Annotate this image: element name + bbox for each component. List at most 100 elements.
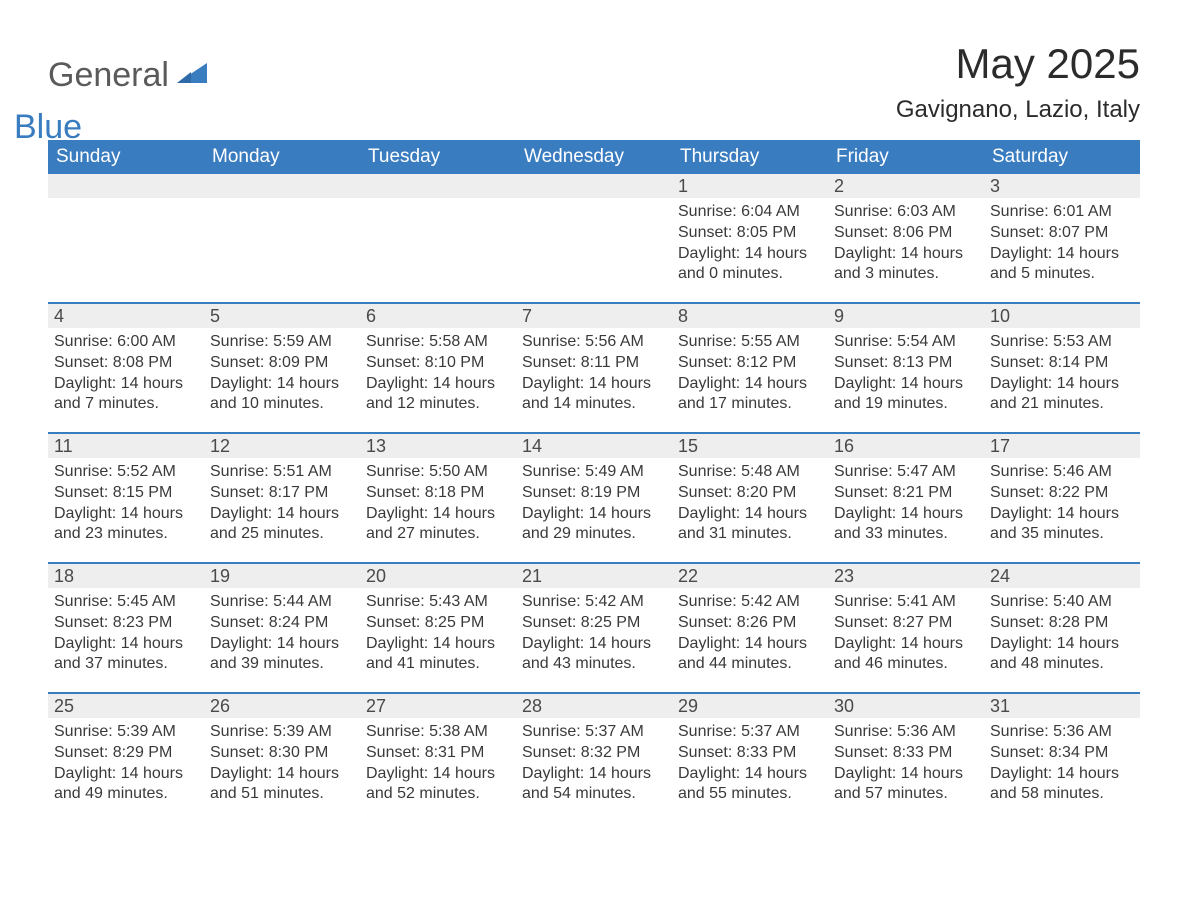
daylight-text-1: Daylight: 14 hours [210, 764, 354, 785]
day-cell: 11Sunrise: 5:52 AMSunset: 8:15 PMDayligh… [48, 434, 204, 562]
daylight-text-2: and 43 minutes. [522, 654, 666, 675]
day-body: Sunrise: 5:39 AMSunset: 8:29 PMDaylight:… [48, 718, 204, 805]
sunrise-text: Sunrise: 6:03 AM [834, 202, 978, 223]
day-number: 29 [672, 694, 828, 718]
day-body: Sunrise: 5:52 AMSunset: 8:15 PMDaylight:… [48, 458, 204, 545]
daylight-text-2: and 3 minutes. [834, 264, 978, 285]
sunrise-text: Sunrise: 5:37 AM [522, 722, 666, 743]
day-body: Sunrise: 6:01 AMSunset: 8:07 PMDaylight:… [984, 198, 1140, 285]
sunset-text: Sunset: 8:28 PM [990, 613, 1134, 634]
daylight-text-1: Daylight: 14 hours [834, 244, 978, 265]
day-body: Sunrise: 5:40 AMSunset: 8:28 PMDaylight:… [984, 588, 1140, 675]
daylight-text-2: and 23 minutes. [54, 524, 198, 545]
sunset-text: Sunset: 8:08 PM [54, 353, 198, 374]
day-body: Sunrise: 5:43 AMSunset: 8:25 PMDaylight:… [360, 588, 516, 675]
daylight-text-1: Daylight: 14 hours [366, 634, 510, 655]
title-block: May 2025 Gavignano, Lazio, Italy [896, 40, 1140, 124]
daylight-text-2: and 52 minutes. [366, 784, 510, 805]
day-cell: 1Sunrise: 6:04 AMSunset: 8:05 PMDaylight… [672, 174, 828, 302]
sunrise-text: Sunrise: 5:52 AM [54, 462, 198, 483]
empty-day-header [48, 174, 204, 198]
sunrise-text: Sunrise: 5:38 AM [366, 722, 510, 743]
daylight-text-1: Daylight: 14 hours [54, 504, 198, 525]
sunrise-text: Sunrise: 5:36 AM [990, 722, 1134, 743]
sunrise-text: Sunrise: 5:51 AM [210, 462, 354, 483]
daylight-text-1: Daylight: 14 hours [210, 504, 354, 525]
daylight-text-2: and 44 minutes. [678, 654, 822, 675]
day-cell: 25Sunrise: 5:39 AMSunset: 8:29 PMDayligh… [48, 694, 204, 822]
daylight-text-1: Daylight: 14 hours [834, 374, 978, 395]
day-cell: 7Sunrise: 5:56 AMSunset: 8:11 PMDaylight… [516, 304, 672, 432]
empty-day-header [516, 174, 672, 198]
day-cell: 31Sunrise: 5:36 AMSunset: 8:34 PMDayligh… [984, 694, 1140, 822]
sunrise-text: Sunrise: 5:45 AM [54, 592, 198, 613]
day-body: Sunrise: 5:59 AMSunset: 8:09 PMDaylight:… [204, 328, 360, 415]
day-number: 30 [828, 694, 984, 718]
day-cell: 6Sunrise: 5:58 AMSunset: 8:10 PMDaylight… [360, 304, 516, 432]
sunset-text: Sunset: 8:09 PM [210, 353, 354, 374]
day-number: 7 [516, 304, 672, 328]
sunset-text: Sunset: 8:10 PM [366, 353, 510, 374]
day-number: 6 [360, 304, 516, 328]
sunset-text: Sunset: 8:30 PM [210, 743, 354, 764]
day-cell: 13Sunrise: 5:50 AMSunset: 8:18 PMDayligh… [360, 434, 516, 562]
weekday-header: Tuesday [360, 140, 516, 174]
day-number: 21 [516, 564, 672, 588]
daylight-text-1: Daylight: 14 hours [678, 374, 822, 395]
daylight-text-2: and 33 minutes. [834, 524, 978, 545]
day-number: 27 [360, 694, 516, 718]
sunrise-text: Sunrise: 5:56 AM [522, 332, 666, 353]
sunset-text: Sunset: 8:24 PM [210, 613, 354, 634]
week-row: 25Sunrise: 5:39 AMSunset: 8:29 PMDayligh… [48, 692, 1140, 822]
daylight-text-1: Daylight: 14 hours [990, 374, 1134, 395]
day-cell [360, 174, 516, 302]
daylight-text-1: Daylight: 14 hours [990, 244, 1134, 265]
daylight-text-2: and 48 minutes. [990, 654, 1134, 675]
sunset-text: Sunset: 8:17 PM [210, 483, 354, 504]
day-cell: 18Sunrise: 5:45 AMSunset: 8:23 PMDayligh… [48, 564, 204, 692]
day-number: 15 [672, 434, 828, 458]
sunset-text: Sunset: 8:31 PM [366, 743, 510, 764]
daylight-text-1: Daylight: 14 hours [210, 374, 354, 395]
daylight-text-2: and 27 minutes. [366, 524, 510, 545]
sunrise-text: Sunrise: 5:43 AM [366, 592, 510, 613]
week-row: 18Sunrise: 5:45 AMSunset: 8:23 PMDayligh… [48, 562, 1140, 692]
sunset-text: Sunset: 8:23 PM [54, 613, 198, 634]
weekday-header: Friday [828, 140, 984, 174]
sunset-text: Sunset: 8:19 PM [522, 483, 666, 504]
sunrise-text: Sunrise: 5:59 AM [210, 332, 354, 353]
sunrise-text: Sunrise: 6:00 AM [54, 332, 198, 353]
sunrise-text: Sunrise: 5:58 AM [366, 332, 510, 353]
daylight-text-1: Daylight: 14 hours [990, 764, 1134, 785]
daylight-text-1: Daylight: 14 hours [522, 504, 666, 525]
weekday-header: Thursday [672, 140, 828, 174]
day-body: Sunrise: 5:54 AMSunset: 8:13 PMDaylight:… [828, 328, 984, 415]
calendar: SundayMondayTuesdayWednesdayThursdayFrid… [48, 140, 1140, 822]
sunset-text: Sunset: 8:15 PM [54, 483, 198, 504]
daylight-text-1: Daylight: 14 hours [990, 634, 1134, 655]
day-number: 28 [516, 694, 672, 718]
day-number: 26 [204, 694, 360, 718]
day-body: Sunrise: 6:03 AMSunset: 8:06 PMDaylight:… [828, 198, 984, 285]
day-number: 22 [672, 564, 828, 588]
weekday-header-row: SundayMondayTuesdayWednesdayThursdayFrid… [48, 140, 1140, 174]
daylight-text-1: Daylight: 14 hours [834, 764, 978, 785]
daylight-text-1: Daylight: 14 hours [834, 504, 978, 525]
daylight-text-2: and 39 minutes. [210, 654, 354, 675]
day-cell: 22Sunrise: 5:42 AMSunset: 8:26 PMDayligh… [672, 564, 828, 692]
daylight-text-2: and 12 minutes. [366, 394, 510, 415]
day-number: 12 [204, 434, 360, 458]
sunrise-text: Sunrise: 5:39 AM [54, 722, 198, 743]
daylight-text-2: and 55 minutes. [678, 784, 822, 805]
sunrise-text: Sunrise: 5:44 AM [210, 592, 354, 613]
daylight-text-1: Daylight: 14 hours [522, 764, 666, 785]
day-number: 16 [828, 434, 984, 458]
daylight-text-2: and 35 minutes. [990, 524, 1134, 545]
day-body: Sunrise: 5:36 AMSunset: 8:34 PMDaylight:… [984, 718, 1140, 805]
daylight-text-2: and 0 minutes. [678, 264, 822, 285]
day-body: Sunrise: 5:53 AMSunset: 8:14 PMDaylight:… [984, 328, 1140, 415]
daylight-text-2: and 21 minutes. [990, 394, 1134, 415]
sunrise-text: Sunrise: 5:41 AM [834, 592, 978, 613]
sunset-text: Sunset: 8:18 PM [366, 483, 510, 504]
week-row: 11Sunrise: 5:52 AMSunset: 8:15 PMDayligh… [48, 432, 1140, 562]
